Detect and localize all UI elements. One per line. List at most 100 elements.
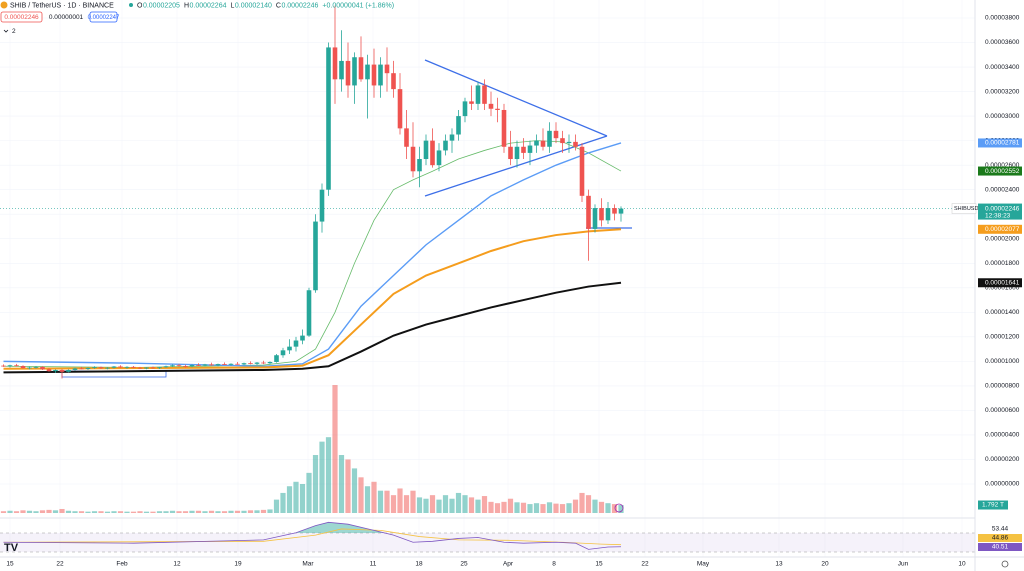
volume-bar xyxy=(559,504,566,513)
volume-bar xyxy=(546,502,553,513)
candle-body xyxy=(599,208,604,221)
last-price-tag: 0.00002246 xyxy=(985,205,1020,212)
volume-bar xyxy=(137,511,143,513)
ohlc-item: 0.00002140 xyxy=(235,2,272,9)
candle-body xyxy=(514,146,520,160)
candle-body xyxy=(111,366,117,368)
volume-bar xyxy=(358,477,364,513)
candle-body xyxy=(527,145,533,153)
volume-bar xyxy=(455,492,462,513)
volume-bar xyxy=(143,511,150,513)
volume-bar xyxy=(514,502,520,513)
y-tick-label: 0.00001800 xyxy=(985,260,1020,267)
symbol-title[interactable]: SHIB / TetherUS · 1D · BINANCE xyxy=(10,2,114,9)
candle-body xyxy=(410,146,416,172)
volume-bar xyxy=(319,441,325,513)
volume-bar xyxy=(65,510,72,513)
volume-bar xyxy=(234,510,241,513)
buy-button[interactable] xyxy=(89,11,118,23)
candle-body xyxy=(378,64,383,86)
volume-tag: 1.792 T xyxy=(982,502,1004,509)
x-tick-label: 19 xyxy=(234,561,242,568)
candle-body xyxy=(313,221,318,291)
price-tag: 0.00001641 xyxy=(985,279,1020,286)
x-tick-label: 15 xyxy=(595,561,603,568)
candle-body xyxy=(267,361,273,364)
volume-pane xyxy=(0,385,624,513)
volume-bar xyxy=(254,510,260,513)
rsi-overbought-fill xyxy=(3,522,621,533)
tv-logo[interactable]: TV xyxy=(4,542,19,554)
x-axis: 15 22 Feb 12 19 Mar 11 18 25 Apr 8 15 22 May 13 20 Jun 10 xyxy=(6,561,966,568)
candle-body xyxy=(540,140,546,147)
candle-body xyxy=(605,208,611,221)
candle-body xyxy=(306,290,312,336)
volume-bar xyxy=(26,510,33,513)
volume-bar xyxy=(533,503,540,513)
candle-body xyxy=(586,195,591,229)
volume-bar xyxy=(104,511,111,513)
candle-body xyxy=(566,141,572,144)
volume-bar xyxy=(475,499,481,513)
candle-body xyxy=(495,108,500,110)
volume-bar xyxy=(124,511,130,513)
volume-bar xyxy=(338,455,345,513)
volume-bar xyxy=(208,510,215,513)
x-tick-label: 11 xyxy=(370,561,377,568)
candle-body xyxy=(72,368,78,370)
y-tick-label: 0.00003800 xyxy=(985,15,1020,22)
y-tick-label: 0.00002000 xyxy=(985,235,1020,242)
x-tick-label: 8 xyxy=(552,561,556,568)
ask-price[interactable]: 0.00002247 xyxy=(88,15,120,21)
sell-button[interactable] xyxy=(0,11,43,23)
candle-body xyxy=(27,367,32,369)
bid-price[interactable]: 0.00002246 xyxy=(4,14,39,21)
candle-body xyxy=(66,369,71,372)
candle-body xyxy=(391,73,396,90)
candle-body xyxy=(449,134,455,141)
candle-body xyxy=(163,366,169,368)
candle-body xyxy=(553,130,559,139)
candle-body xyxy=(7,365,13,367)
volume-bar xyxy=(462,495,468,513)
x-tick-label: 13 xyxy=(775,561,783,568)
candle-body xyxy=(209,364,214,366)
candle-body xyxy=(59,369,65,372)
price-tag: 0.00002552 xyxy=(985,168,1020,175)
volume-bar xyxy=(520,502,527,513)
volume-bar xyxy=(572,499,579,513)
indicator-count[interactable]: 2 xyxy=(12,28,16,35)
candle-body xyxy=(560,138,565,144)
candle-body xyxy=(456,116,461,135)
candle-body xyxy=(326,47,331,190)
y-tick-label: 0.00003600 xyxy=(985,39,1020,46)
moving-average xyxy=(3,281,622,374)
candle-body xyxy=(501,109,507,147)
volume-bar xyxy=(299,484,306,513)
volume-bar xyxy=(267,509,273,513)
candle-body xyxy=(105,367,110,369)
ohlc-item: 0.00002264 xyxy=(190,2,227,9)
volume-bar xyxy=(488,501,494,513)
candle-body xyxy=(423,140,429,160)
candle-body xyxy=(332,47,338,80)
candle-body xyxy=(215,364,221,366)
volume-bar xyxy=(221,511,228,513)
candle-body xyxy=(592,208,598,229)
alert-icon[interactable] xyxy=(614,503,624,513)
volume-bar xyxy=(312,455,319,513)
x-tick-label: Feb xyxy=(116,561,128,568)
collapse-icon[interactable] xyxy=(3,29,9,33)
settings-icon[interactable] xyxy=(1001,560,1009,568)
candle-body xyxy=(475,85,481,104)
price-tag-bg xyxy=(978,166,1022,176)
volume-bar xyxy=(189,510,195,513)
volume-bar xyxy=(332,385,338,513)
grid xyxy=(0,0,975,557)
symbol-tag: SHIBUSDT xyxy=(954,206,982,212)
volume-bar xyxy=(501,501,507,513)
candle-body xyxy=(46,369,52,372)
candle-body xyxy=(482,85,487,104)
candle-body xyxy=(573,141,578,147)
candle-body xyxy=(261,362,266,364)
